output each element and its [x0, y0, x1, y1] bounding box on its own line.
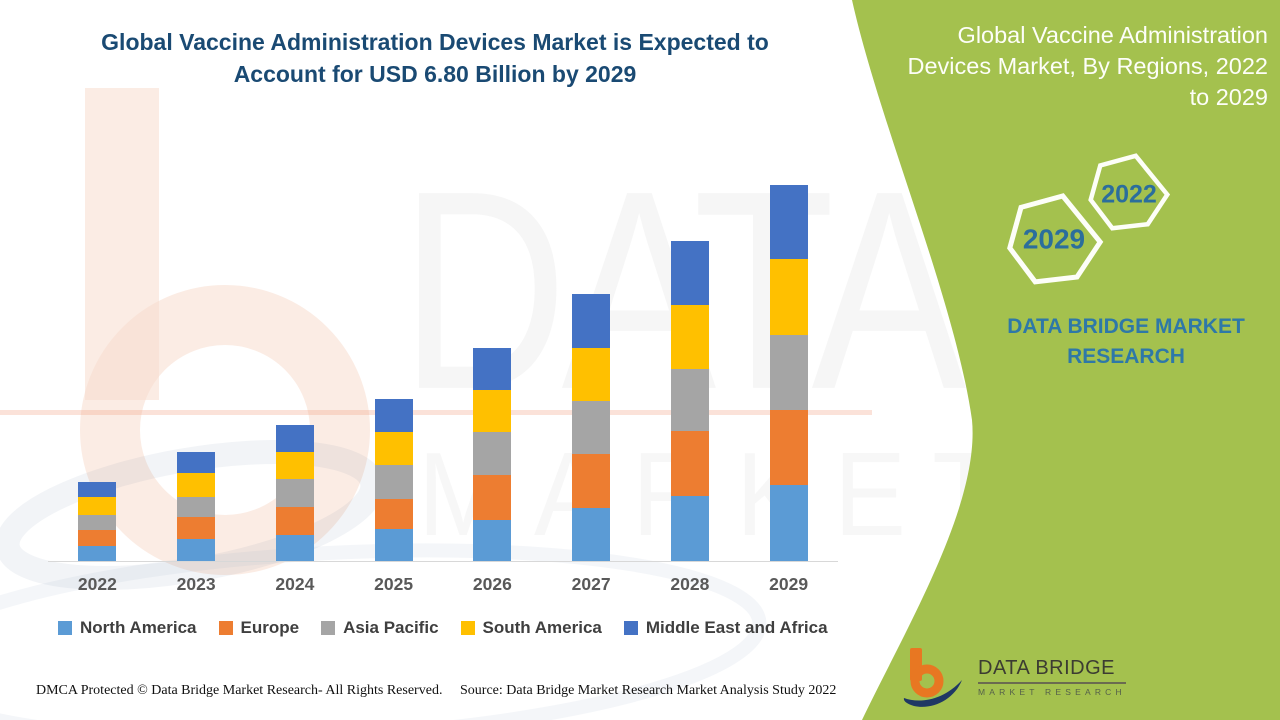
x-axis-label-2028: 2028 [670, 574, 710, 594]
hexagon-year-2022: 2022 [1101, 181, 1157, 209]
bar-segment-north-america [177, 538, 216, 561]
x-axis-label-2023: 2023 [176, 574, 216, 594]
dmca-notice: DMCA Protected © Data Bridge Market Rese… [36, 683, 443, 698]
logo-subtitle: MARKET RESEARCH [978, 687, 1126, 697]
bar-slot-2026 [443, 185, 542, 561]
bar-segment-europe [78, 530, 117, 546]
legend-swatch-south-america [460, 621, 475, 635]
bar-segment-europe [572, 454, 611, 508]
bar-segment-north-america [769, 485, 808, 561]
stacked-bar-2024 [275, 425, 314, 561]
legend-swatch-asia-pacific [321, 621, 336, 635]
bar-segment-south-america [769, 259, 808, 335]
bar-segment-europe [275, 506, 314, 535]
stacked-bar-2029 [769, 184, 808, 561]
bar-segment-europe [473, 475, 512, 520]
bar-segment-north-america [473, 519, 512, 561]
side-panel-title: Global Vaccine Administration Devices Ma… [907, 22, 1269, 110]
bar-segment-asia-pacific [670, 368, 709, 432]
bar-segment-middle-east-and-africa [769, 184, 808, 260]
bar-segment-middle-east-and-africa [670, 240, 709, 305]
legend-label-europe: Europe [240, 618, 300, 637]
x-axis-label-2027: 2027 [571, 574, 611, 594]
legend-swatch-north-america [58, 621, 72, 635]
stacked-bar-chart [48, 184, 838, 562]
bar-segment-south-america [572, 348, 611, 401]
legend-swatch-middle-east-and-africa [623, 621, 638, 635]
bar-slot-2027 [542, 185, 641, 561]
bar-segment-south-america [670, 304, 709, 369]
bar-segment-middle-east-and-africa [177, 452, 216, 474]
source-note: Source: Data Bridge Market Research Mark… [460, 683, 837, 698]
brand-wordmark: DATA BRIDGE MARKET RESEARCH [1007, 315, 1245, 368]
stacked-bar-2025 [374, 398, 413, 561]
bar-segment-asia-pacific [177, 496, 216, 517]
bar-segment-asia-pacific [78, 514, 117, 530]
stacked-bar-2026 [473, 347, 512, 561]
bar-segment-south-america [473, 390, 512, 433]
bar-segment-europe [177, 516, 216, 539]
bar-segment-south-america [374, 432, 413, 466]
bar-segment-asia-pacific [572, 400, 611, 455]
company-logo: DATA BRIDGE MARKET RESEARCH [900, 642, 1130, 712]
page-title-line1: Global Vaccine Administration Devices Ma… [101, 29, 769, 55]
bar-slot-2025 [344, 185, 443, 561]
chart-legend: North America Europe Asia Pacific South Ame… [58, 618, 848, 638]
x-axis-label-2029: 2029 [769, 574, 809, 594]
stacked-bar-2028 [670, 240, 709, 561]
bar-segment-north-america [374, 528, 413, 561]
bar-segment-middle-east-and-africa [78, 481, 117, 497]
page-title: Global Vaccine Administration Devices Ma… [60, 26, 810, 90]
bar-segment-asia-pacific [769, 334, 808, 411]
hexagon-2029 [1007, 193, 1104, 285]
bar-segment-north-america [670, 495, 709, 561]
x-axis-label-2026: 2026 [472, 574, 512, 594]
bar-segment-europe [670, 431, 709, 496]
bar-segment-north-america [78, 545, 117, 561]
hexagon-2022 [1088, 153, 1171, 231]
bar-segment-europe [374, 498, 413, 529]
bar-segment-middle-east-and-africa [473, 347, 512, 391]
logo-title: DATA BRIDGE [978, 657, 1126, 684]
bar-slot-2023 [147, 185, 246, 561]
legend-label-south-america: South America [482, 618, 602, 637]
stacked-bar-2022 [78, 481, 117, 561]
bar-slot-2024 [246, 185, 345, 561]
bar-segment-south-america [177, 473, 216, 497]
legend-item-asia-pacific: Asia Pacific [321, 618, 439, 638]
bar-segment-asia-pacific [275, 479, 314, 507]
bar-segment-asia-pacific [374, 465, 413, 499]
page-title-line2: Account for USD 6.80 Billion by 2029 [233, 61, 637, 87]
bar-segment-europe [769, 410, 808, 486]
bar-slot-2022 [48, 185, 147, 561]
x-axis-label-2025: 2025 [374, 574, 414, 594]
logo-mark-icon [903, 648, 962, 707]
legend-item-south-america: South America [460, 618, 602, 638]
bar-segment-asia-pacific [473, 432, 512, 476]
hexagon-year-2029: 2029 [1023, 223, 1085, 254]
bar-segment-south-america [78, 496, 117, 515]
legend-item-north-america: North America [58, 618, 197, 638]
legend-label-middle-east-and-africa: Middle East and Africa [645, 618, 828, 637]
bar-segment-north-america [572, 507, 611, 561]
legend-label-north-america: North America [80, 618, 197, 637]
bar-segment-middle-east-and-africa [275, 425, 314, 453]
legend-swatch-europe [218, 621, 233, 635]
bar-segment-north-america [275, 534, 314, 561]
bar-segment-middle-east-and-africa [572, 294, 611, 349]
x-axis-label-2022: 2022 [77, 574, 117, 594]
x-axis-labels: 2022 2023 2024 2025 2026 2027 2028 2029 [48, 574, 838, 595]
legend-item-europe: Europe [218, 618, 300, 638]
bar-segment-south-america [275, 452, 314, 480]
legend-item-middle-east-and-africa: Middle East and Africa [623, 618, 828, 638]
bar-slot-2028 [641, 185, 740, 561]
stacked-bar-2023 [177, 452, 216, 561]
x-axis-label-2024: 2024 [275, 574, 315, 594]
logo-text: DATA BRIDGE MARKET RESEARCH [978, 657, 1126, 697]
bar-slot-2029 [739, 184, 838, 561]
legend-label-asia-pacific: Asia Pacific [343, 618, 439, 637]
stacked-bar-2027 [572, 294, 611, 561]
bar-segment-middle-east-and-africa [374, 398, 413, 433]
